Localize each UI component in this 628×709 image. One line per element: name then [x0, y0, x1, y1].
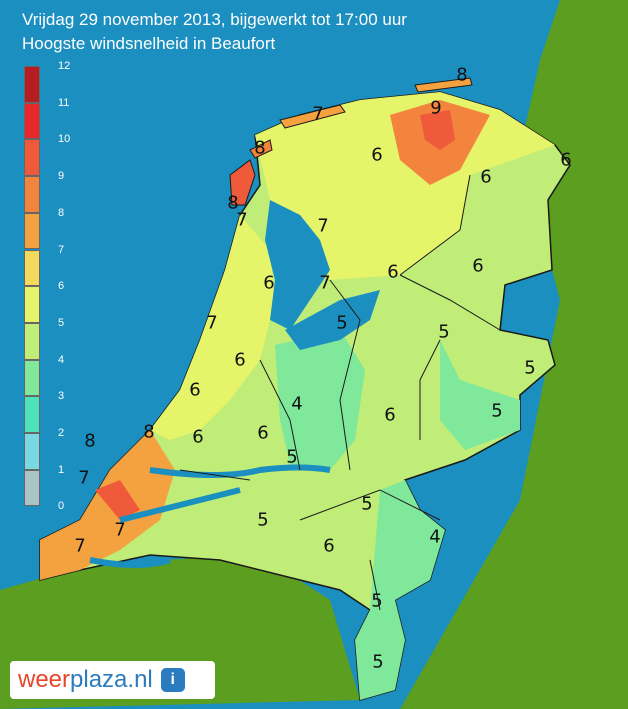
legend-swatch — [24, 359, 40, 397]
beaufort-label: 9 — [430, 97, 442, 119]
legend-tick: 5 — [58, 316, 65, 329]
beaufort-label: 8 — [456, 64, 468, 86]
zone-bft6-north — [255, 92, 555, 280]
beaufort-label: 7 — [114, 519, 126, 541]
legend-tick: 9 — [58, 170, 65, 183]
legend-swatch — [24, 433, 40, 470]
map-title-subject: Hoogste windsnelheid in Beaufort — [22, 34, 276, 53]
legend-swatch — [24, 212, 40, 250]
zone-bft6-west — [150, 215, 275, 440]
rivers — [89, 464, 331, 568]
beaufort-label: 7 — [312, 103, 324, 125]
province-borders — [179, 174, 501, 611]
beaufort-label: 6 — [234, 349, 246, 371]
ijsselmeer — [265, 200, 330, 330]
logo-text-plaza: plaza.nl — [70, 666, 153, 693]
beaufort-label: 5 — [371, 590, 383, 612]
beaufort-label: 8 — [84, 430, 96, 452]
beaufort-label: 5 — [361, 493, 373, 515]
info-icon[interactable]: i — [160, 668, 185, 692]
legend-tick: 8 — [58, 206, 65, 219]
map-title-date: Vrijdag 29 november 2013, bijgewerkt tot… — [22, 10, 407, 29]
logo-text-weer: weer — [18, 666, 71, 693]
beaufort-label: 6 — [560, 149, 572, 171]
beaufort-label: 7 — [74, 535, 86, 557]
legend-tick: 0 — [58, 500, 65, 513]
beaufort-label: 6 — [189, 379, 201, 401]
beaufort-label: 4 — [291, 393, 303, 415]
legend-swatch — [24, 102, 40, 140]
legend-tick: 11 — [58, 96, 70, 109]
legend-tick: 4 — [58, 353, 65, 366]
legend-tick: 2 — [58, 427, 65, 439]
beaufort-label: 6 — [323, 535, 335, 557]
beaufort-label: 8 — [254, 137, 266, 159]
beaufort-label: 5 — [372, 651, 384, 673]
legend-swatch — [24, 249, 40, 287]
beaufort-label: 8 — [143, 421, 155, 443]
beaufort-label: 5 — [491, 400, 503, 422]
beaufort-label: 6 — [371, 144, 383, 166]
beaufort-label: 5 — [438, 321, 450, 343]
legend-swatch — [24, 66, 40, 103]
terschelling — [279, 104, 346, 129]
weerplaza-logo[interactable]: weer plaza.nl i — [10, 661, 215, 699]
schiermonnikoog — [414, 77, 473, 93]
beaufort-label: 7 — [206, 312, 218, 334]
beaufort-label: 6 — [472, 255, 484, 277]
zone-bft4-5-east — [440, 340, 520, 450]
beaufort-label: 5 — [257, 509, 269, 531]
texel — [229, 159, 256, 206]
beaufort-label: 7 — [319, 272, 331, 294]
legend-tick: 10 — [58, 133, 71, 146]
beaufort-label: 5 — [524, 357, 536, 379]
legend-swatch — [24, 396, 40, 433]
beaufort-label: 6 — [192, 426, 204, 448]
legend-tick: 12 — [58, 60, 71, 72]
legend-swatch — [24, 286, 40, 323]
beaufort-label: 6 — [257, 422, 269, 444]
legend-tick: 7 — [58, 243, 65, 256]
beaufort-label: 7 — [317, 215, 329, 237]
legend-swatch — [24, 176, 40, 213]
legend-swatch — [24, 322, 40, 360]
markermeer — [285, 290, 380, 350]
legend-tick: 3 — [58, 390, 65, 403]
beaufort-label: 6 — [263, 272, 275, 294]
beaufort-label: 6 — [387, 261, 399, 283]
legend-tick: 6 — [58, 280, 65, 293]
legend-tick: 1 — [58, 463, 65, 476]
beaufort-label: 6 — [480, 166, 492, 188]
zone-bft4-5-centre — [275, 330, 365, 470]
legend-swatch — [24, 139, 40, 177]
beaufort-label: 8 — [227, 192, 239, 214]
beaufort-label: 4 — [429, 526, 441, 548]
legend-swatch — [24, 469, 40, 507]
beaufort-label: 5 — [286, 446, 298, 468]
zone-bft8-southwest — [95, 480, 140, 520]
zone-bft4-5-south — [355, 480, 445, 700]
zone-bft9 — [420, 110, 455, 150]
beaufort-label: 7 — [78, 467, 90, 489]
beaufort-label: 7 — [236, 209, 248, 231]
vlieland — [249, 139, 273, 159]
beaufort-label: 5 — [336, 312, 348, 334]
beaufort-label: 6 — [384, 404, 396, 426]
